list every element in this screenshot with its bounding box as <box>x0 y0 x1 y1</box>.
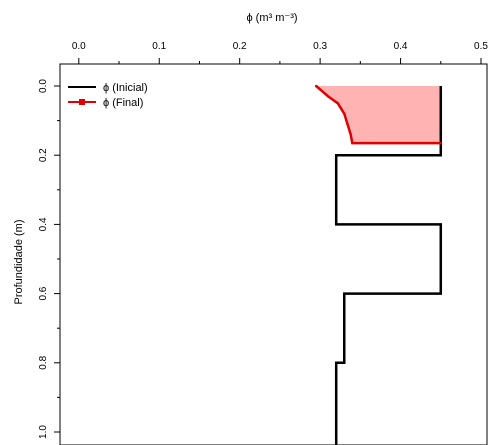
y-tick-label: 1.0 <box>38 425 49 439</box>
y-tick-label: 0.0 <box>38 79 49 93</box>
shaded-area <box>316 86 441 144</box>
y-axis: 0.0 0.2 0.4 0.6 0.8 1.0 <box>38 79 61 445</box>
x-axis: 0.0 0.1 0.2 0.3 0.4 0.5 <box>72 41 488 65</box>
x-tick-label: 0.1 <box>152 41 166 52</box>
series-final-point <box>318 88 322 91</box>
y-tick-label: 0.4 <box>38 217 49 231</box>
series-final-point <box>326 95 330 98</box>
y-axis-label: Profundidade (m) <box>13 220 25 305</box>
plot-border <box>59 63 488 445</box>
x-tick-label: 0.0 <box>72 41 86 52</box>
x-axis-title: ϕ (m³ m⁻³) <box>246 12 297 24</box>
x-tick-label: 0.3 <box>313 41 327 52</box>
y-tick-label: 0.6 <box>38 286 49 300</box>
y-tick-label: 0.2 <box>38 148 49 162</box>
series-final-point <box>343 112 346 115</box>
series-inicial-line <box>334 86 443 445</box>
x-axis-label: ϕ (m³ m⁻³) <box>246 12 297 24</box>
legend-label-inicial: ϕ (Inicial) <box>103 82 148 94</box>
series-final-point <box>351 141 354 145</box>
series-final-point <box>439 141 442 145</box>
plot-frame <box>59 63 488 445</box>
legend-marker-final <box>79 99 85 105</box>
legend-label-final: ϕ (Final) <box>103 97 143 109</box>
series-final-point <box>336 102 340 105</box>
y-tick-label: 0.8 <box>38 355 49 369</box>
series-final-point <box>349 133 352 136</box>
legend: ϕ (Inicial) ϕ (Final) <box>68 82 148 109</box>
plot-area <box>314 84 443 445</box>
x-tick-label: 0.5 <box>474 41 488 52</box>
series-final-point <box>346 122 349 126</box>
x-tick-label: 0.4 <box>394 41 408 52</box>
series-final-point <box>314 84 318 88</box>
x-tick-label: 0.2 <box>233 41 247 52</box>
y-axis-title: Profundidade (m) <box>13 220 25 305</box>
